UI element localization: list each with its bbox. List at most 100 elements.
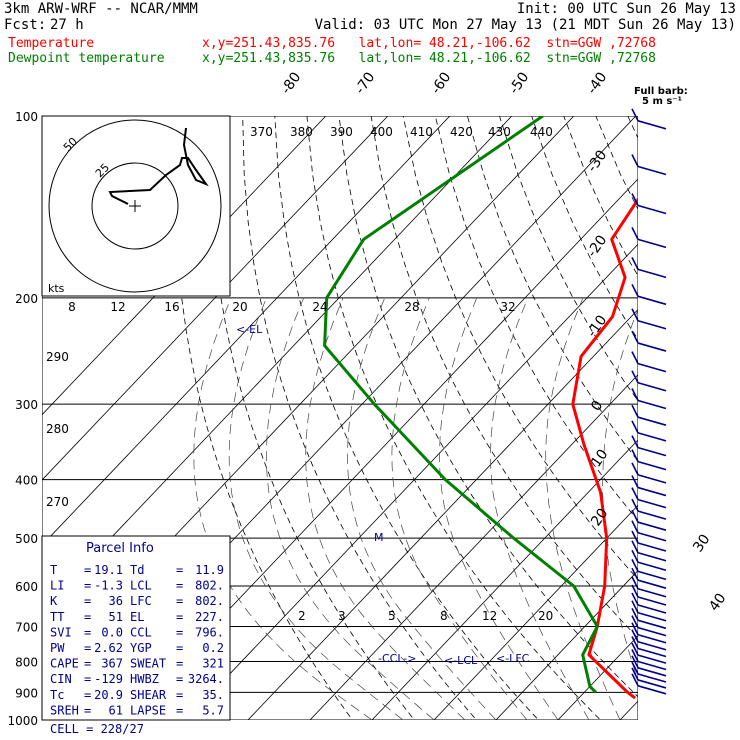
wind-barb: [631, 615, 667, 637]
parcel-key: SHEAR: [130, 688, 167, 702]
pressure-label-700: 700: [15, 620, 38, 634]
wind-barb-staff: [637, 295, 667, 306]
wind-barb-flag: [631, 667, 639, 681]
marker-lfc: <-LFC: [496, 652, 530, 665]
parcel-eq: =: [84, 579, 91, 593]
parcel-title: Parcel Info: [86, 541, 154, 556]
wind-barb-staff: [637, 647, 667, 658]
parcel-eq: =: [84, 625, 91, 639]
parcel-key: LFC: [130, 594, 152, 608]
wind-barb-flag: [631, 509, 639, 523]
wind-barb-flag: [631, 193, 639, 206]
wind-barb-flag: [631, 655, 639, 669]
mixing-ratio-label-20: 20: [538, 609, 553, 623]
wind-barb-staff: [637, 498, 667, 509]
temperature-label-40: 40: [706, 591, 729, 615]
isotherm--90: [42, 116, 513, 612]
model-title: 3km ARW-WRF -- NCAR/MMM: [4, 1, 198, 17]
isotherm--30: [309, 374, 638, 720]
wind-barb: [631, 308, 667, 330]
wind-barb-staff: [637, 561, 667, 572]
wind-barb-staff: [637, 532, 667, 542]
wind-barb-staff: [637, 673, 667, 683]
isotherm--40: [247, 308, 638, 720]
wind-barb-staff: [637, 521, 667, 531]
wind-barb-flag: [631, 615, 639, 629]
dry-adiabat-270: [242, 116, 478, 720]
wind-barb-staff: [637, 381, 667, 392]
wind-barb-flag: [631, 642, 639, 656]
pressure-label-200: 200: [15, 292, 38, 306]
parcel-key: CIN: [50, 672, 72, 686]
wind-barb: [631, 661, 667, 683]
parcel-value: 11.9: [195, 563, 224, 577]
wind-barb-staff: [637, 667, 667, 677]
wind-barb-flag: [631, 661, 639, 675]
wind-barb: [631, 404, 667, 426]
parcel-value: -129: [94, 672, 123, 686]
dry-adiabat-300: [338, 116, 638, 698]
mixing-ratio-label-8: 8: [440, 609, 448, 623]
wind-barb: [631, 642, 667, 664]
parcel-value: 367: [101, 657, 123, 671]
wind-barb-flag: [631, 576, 639, 590]
theta-label-380: 380: [290, 125, 313, 139]
parcel-value: 36: [109, 594, 123, 608]
temperature-label-30: 30: [690, 532, 713, 556]
wind-barb: [631, 667, 667, 689]
hodograph-trace: [108, 127, 209, 205]
dewpoint-location: x,y=251.43,835.76 lat,lon= 48.21,-106.62…: [202, 51, 656, 66]
wind-barb-flag: [631, 227, 639, 240]
parcel-eq: =: [84, 657, 91, 671]
speed-label-32: 32: [500, 300, 515, 314]
wind-barb-flag: [631, 330, 639, 344]
moist-adiabat-35: [705, 298, 740, 720]
isotherm--110: [42, 116, 389, 481]
wind-barb: [631, 540, 667, 562]
wind-barb-flag: [631, 649, 639, 662]
dry-adiabat-380: [595, 116, 638, 211]
marker-m: M: [374, 531, 384, 544]
valid-time: Valid: 03 UTC Mon 27 May 13 (21 MDT Sun …: [314, 17, 736, 33]
wind-barb-staff: [637, 268, 667, 279]
wind-barb-flag: [631, 549, 639, 563]
dry-adiabat-310: [370, 116, 638, 639]
wind-barb-flag: [631, 673, 639, 687]
wind-barb-staff: [637, 542, 667, 552]
mixing-ratio-label-12: 12: [482, 609, 497, 623]
wind-barb-flag: [631, 487, 639, 500]
wind-barb-flag: [631, 370, 639, 384]
parcel-eq: =: [176, 625, 183, 639]
parcel-row: TT = 51 EL = 227.: [50, 610, 224, 624]
parcel-value: 802.: [195, 594, 224, 608]
wind-barb-flag: [631, 404, 639, 418]
parcel-value: 19.1: [94, 563, 123, 577]
parcel-value: 227.: [195, 610, 224, 624]
mixing-ratio-label-2: 2: [298, 609, 306, 623]
wind-barb-flag: [631, 540, 639, 554]
wind-barb: [631, 435, 667, 457]
marker-lcl: <-LCL: [444, 654, 478, 667]
parcel-row: PW = 2.62 YGP = 0.2: [50, 641, 224, 655]
dry-adiabat-400: [660, 116, 740, 733]
wind-barb-flag: [631, 559, 639, 572]
theta-label-270: 270: [46, 495, 69, 509]
wind-barb-staff: [637, 570, 667, 581]
wind-barb-staff: [637, 596, 667, 606]
wind-barb-staff: [637, 446, 667, 457]
temperature-label--10: -10: [584, 312, 610, 340]
parcel-key: LCL: [130, 579, 152, 593]
speed-label-28: 28: [404, 300, 419, 314]
hodograph-ring-1: [91, 162, 179, 250]
theta-label-290: 290: [46, 350, 69, 364]
parcel-row: K = 36 LFC = 802.: [50, 594, 224, 608]
parcel-eq: =: [176, 563, 183, 577]
dry-adiabat-280: [274, 116, 540, 720]
parcel-key: Tc: [50, 688, 64, 702]
wind-barb-staff: [637, 654, 667, 664]
parcel-key: PW: [50, 641, 65, 655]
isotherm--100: [42, 116, 451, 546]
wind-barb-staff: [637, 611, 667, 622]
temperature-label--20: -20: [584, 232, 610, 260]
